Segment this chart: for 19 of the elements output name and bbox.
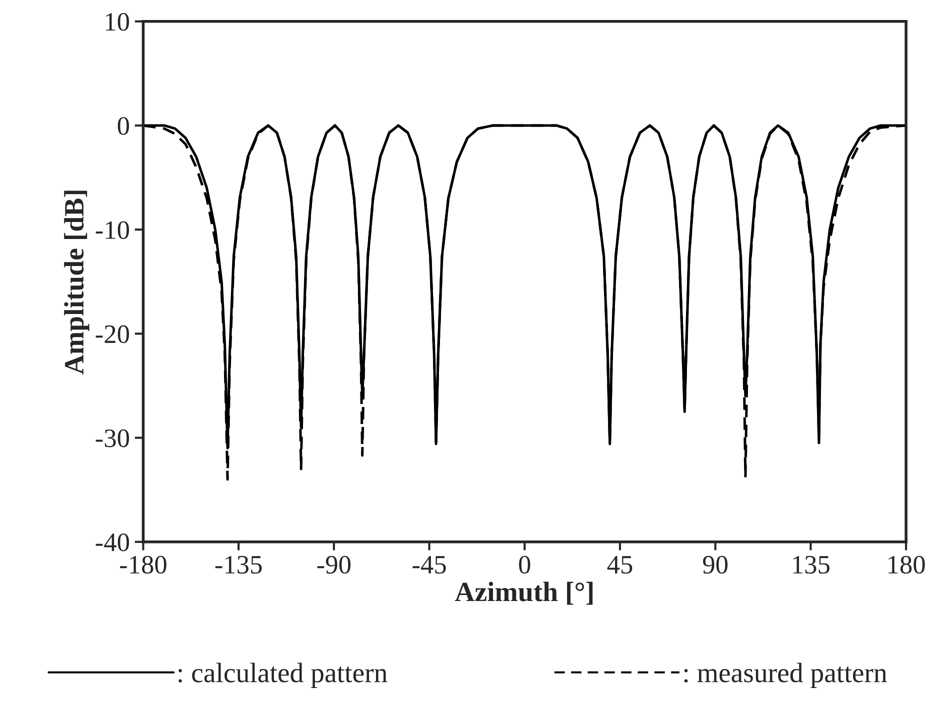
x-tick-label: 0 (519, 556, 530, 574)
y-tick-label: 0 (118, 117, 130, 135)
x-tick-label: -45 (412, 556, 446, 574)
y-axis-title: Amplitude [dB] (64, 190, 90, 374)
x-tick-label: 90 (702, 556, 728, 574)
y-tick-label: 10 (106, 12, 130, 31)
x-axis-title: Azimuth [°] (454, 582, 593, 605)
y-tick-label: -20 (96, 325, 130, 344)
x-tick-label: 45 (607, 556, 632, 574)
legend-label: : measured pattern (684, 662, 887, 688)
y-tick-label: -40 (96, 533, 130, 552)
x-tick-label: -180 (120, 556, 166, 574)
x-tick-label: -90 (317, 556, 350, 574)
y-tick-label: -10 (96, 221, 130, 239)
x-tick-label: 135 (793, 556, 830, 574)
x-tick-label: -135 (215, 556, 262, 574)
x-tick-label: 180 (888, 556, 925, 574)
y-tick-label: -30 (96, 429, 130, 448)
legend-label: : calculated pattern (178, 662, 388, 688)
